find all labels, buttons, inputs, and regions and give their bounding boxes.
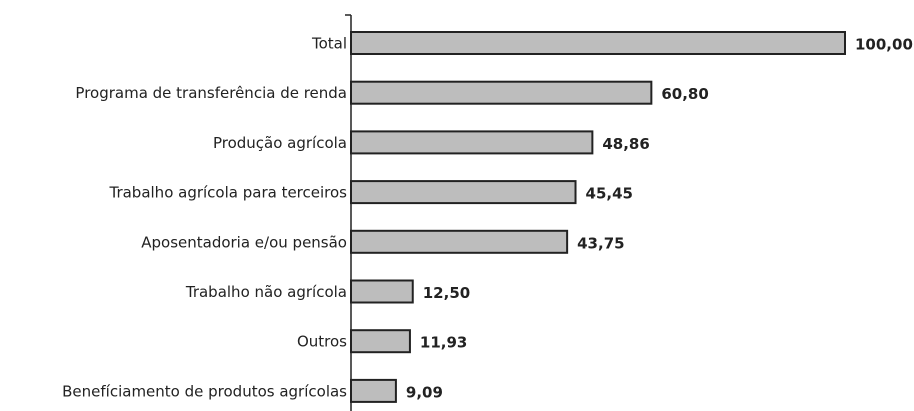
category-label: Programa de transferência de renda <box>75 84 347 102</box>
category-label: Aposentadoria e/ou pensão <box>141 233 347 251</box>
value-label: 11,93 <box>420 334 467 352</box>
value-label: 48,86 <box>602 135 649 153</box>
bar <box>350 80 653 105</box>
category-label: Outros <box>297 333 347 351</box>
value-label: 100,00 <box>855 36 913 54</box>
category-label: Trabalho agrícola para terceiros <box>108 184 347 202</box>
bar <box>350 378 397 403</box>
bar <box>350 229 569 254</box>
category-label: Trabalho não agrícola <box>185 283 347 301</box>
bar <box>350 329 411 354</box>
category-label: Produção agrícola <box>213 134 347 152</box>
bar <box>350 31 846 55</box>
value-label: 43,75 <box>577 234 624 252</box>
value-label: 9,09 <box>406 383 443 401</box>
bar <box>350 279 414 304</box>
value-label: 12,50 <box>423 284 470 302</box>
category-label: Total <box>311 35 347 53</box>
category-label: Benefíciamento de produtos agrícolas <box>62 382 347 400</box>
value-label: 45,45 <box>586 185 633 203</box>
bar <box>350 180 577 205</box>
value-label: 60,80 <box>661 85 708 103</box>
bar <box>350 130 594 155</box>
